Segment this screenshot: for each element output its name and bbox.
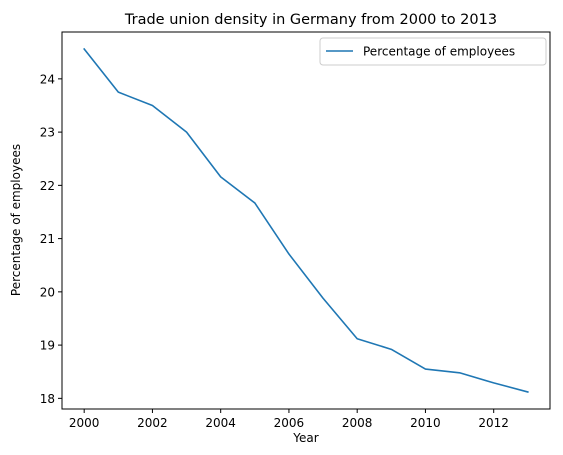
plot-frame	[62, 32, 550, 409]
y-tick-label: 18	[40, 392, 55, 406]
series-line-0	[84, 49, 528, 392]
y-tick-label: 23	[40, 126, 55, 140]
data-point	[116, 90, 120, 94]
y-axis: 18 19 20 21 22 23 24	[40, 72, 62, 405]
y-tick-label: 19	[40, 339, 55, 353]
x-tick-label: 2012	[478, 416, 509, 430]
legend: Percentage of employees	[320, 38, 546, 65]
x-tick-label: 2004	[205, 416, 236, 430]
data-point	[150, 103, 154, 107]
data-point	[82, 47, 86, 51]
legend-entry-label: Percentage of employees	[363, 45, 515, 59]
x-tick-label: 2002	[137, 416, 168, 430]
y-tick-label: 21	[40, 232, 55, 246]
data-point	[492, 381, 496, 385]
data-point	[185, 130, 189, 134]
data-point	[526, 390, 530, 394]
y-axis-label: Percentage of employees	[9, 144, 23, 296]
data-point	[458, 371, 462, 375]
x-tick-label: 2010	[410, 416, 441, 430]
x-tick-label: 2008	[342, 416, 373, 430]
series-layer	[82, 47, 530, 394]
data-point	[253, 201, 257, 205]
y-tick-label: 20	[40, 285, 55, 299]
y-tick-label: 22	[40, 179, 55, 193]
data-point	[389, 347, 393, 351]
chart-title: Trade union density in Germany from 2000…	[124, 12, 497, 28]
x-axis-label: Year	[292, 431, 318, 445]
data-point	[423, 367, 427, 371]
y-tick-label: 24	[40, 72, 55, 86]
x-tick-label: 2006	[274, 416, 305, 430]
data-point	[219, 175, 223, 179]
x-axis: 2000 2002 2004 2006 2008 2010 2012	[69, 409, 509, 430]
data-point	[355, 337, 359, 341]
data-point	[321, 296, 325, 300]
data-point	[287, 252, 291, 256]
x-tick-label: 2000	[69, 416, 100, 430]
